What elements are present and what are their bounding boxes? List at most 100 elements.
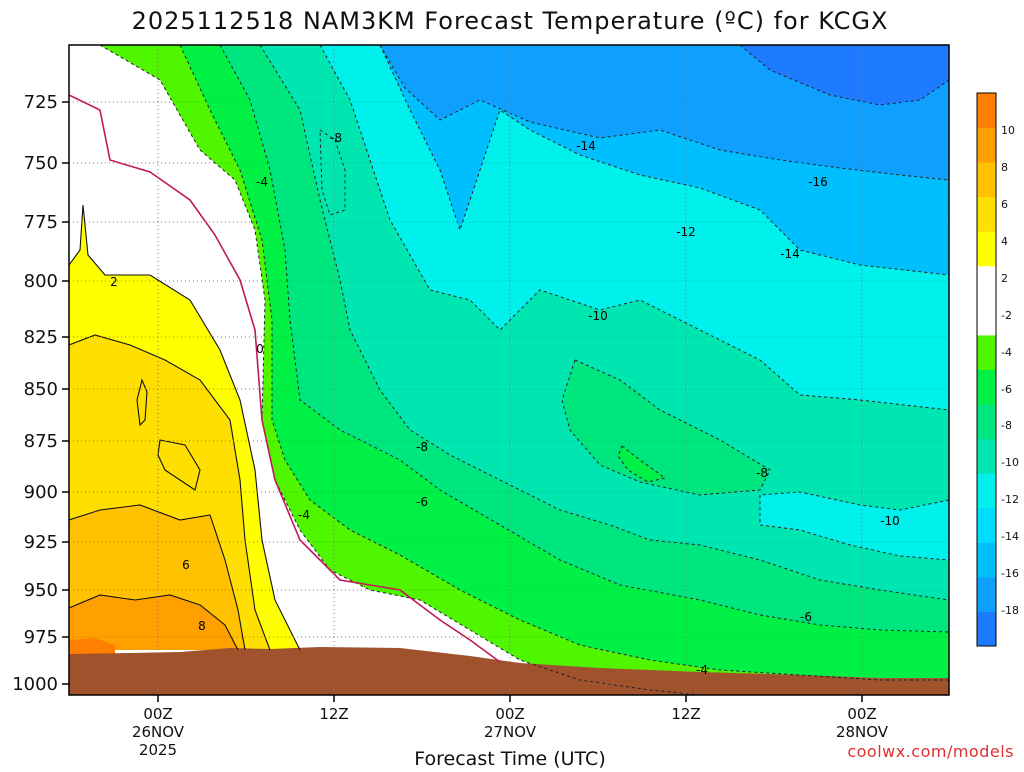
contour-line-minus-10: [259, 45, 949, 601]
colorbar-label: -8: [1001, 419, 1012, 432]
x-tick-year: 2025: [139, 741, 177, 759]
plot-frame: [68, 44, 950, 696]
y-tick-label: 900: [24, 482, 58, 503]
colorbar-swatch: [977, 334, 996, 370]
contour-line-minus-18: [739, 45, 949, 106]
colorbar-swatch: [977, 438, 996, 474]
y-tick-marks: [62, 101, 69, 685]
fill-minus-12-region: [320, 45, 949, 410]
colorbar-label: 10: [1001, 124, 1015, 137]
grid-lines: [69, 45, 949, 695]
filled-temperature-field: [69, 45, 949, 695]
colorbar-label: -14: [1001, 530, 1019, 543]
fill-minus-10-region: [260, 45, 949, 600]
x-tick-date: 28NOV: [836, 723, 889, 741]
colorbar-swatch: [977, 162, 996, 198]
colorbar-swatch: [977, 611, 996, 647]
colorbar-swatch: [977, 231, 996, 267]
contour-line-minus-8-tongue: [319, 129, 346, 216]
contour-label: -8: [416, 440, 428, 454]
fill-minus-6-pocket: [618, 446, 665, 482]
y-tick-label: 875: [24, 431, 58, 452]
contour-label: -4: [298, 508, 310, 522]
x-tick-date: 27NOV: [484, 723, 537, 741]
colorbar-swatch: [977, 127, 996, 163]
colorbar-swatch: [977, 93, 996, 129]
x-tick-label: 00Z: [847, 705, 876, 723]
contour-line-minus-4: [99, 45, 701, 695]
fill-minus-14-region: [380, 45, 949, 275]
x-axis: 00Z 26NOV 2025 12Z 00Z 27NOV 12Z 00Z 28N…: [132, 705, 889, 759]
contour-label: -16: [808, 175, 828, 189]
contour-label: -14: [576, 139, 596, 153]
contour-line-4-islet-2: [157, 439, 201, 491]
y-tick-label: 800: [24, 271, 58, 292]
colorbar-label: -18: [1001, 604, 1019, 617]
y-tick-label: 925: [24, 532, 58, 553]
colorbar-labels: 10 8 6 4 2 -2 -4 -6 -8 -10 -12 -14 -16 -…: [1001, 124, 1019, 617]
contour-label: -4: [256, 175, 268, 189]
colorbar: [977, 93, 996, 647]
y-tick-label: 825: [24, 327, 58, 348]
fill-minus-18-region: [740, 45, 949, 105]
fill-minus-10-patch: [760, 492, 949, 560]
contour-line-8: [69, 594, 239, 651]
credit-link[interactable]: coolwx.com/models: [847, 742, 1014, 761]
colorbar-swatch: [977, 507, 996, 543]
contour-line-4-islet: [136, 378, 148, 427]
colorbar-label: -12: [1001, 493, 1019, 506]
contour-label: -14: [780, 247, 800, 261]
colorbar-swatch: [977, 404, 996, 440]
contour-label: -6: [416, 495, 428, 509]
contour-line-4: [69, 334, 271, 651]
y-tick-label: 750: [24, 153, 58, 174]
contour-label: -10: [588, 309, 608, 323]
colorbar-swatch: [977, 576, 996, 612]
contour-line-minus-16: [379, 45, 949, 181]
colorbar-swatch: [977, 369, 996, 405]
y-tick-label: 850: [24, 379, 58, 400]
contour-label: -8: [330, 131, 342, 145]
contour-label: 6: [182, 558, 190, 572]
contour-line-minus-8: [219, 45, 949, 633]
y-tick-label: 775: [24, 212, 58, 233]
contour-line-2: [69, 204, 301, 651]
colorbar-swatch: [977, 542, 996, 578]
colorbar-label: -2: [1001, 309, 1012, 322]
x-tick-label: 00Z: [495, 705, 524, 723]
colorbar-frame: [976, 92, 997, 647]
colorbar-label: 2: [1001, 272, 1008, 285]
contour-line-minus-14: [379, 45, 949, 276]
colorbar-swatch: [977, 473, 996, 509]
contour-line-0: [69, 94, 501, 663]
fill-minus-4-band: [100, 45, 949, 695]
contour-label: -8: [756, 466, 768, 480]
colorbar-label: -4: [1001, 346, 1012, 359]
fill-minus-8-band: [220, 45, 949, 632]
x-tick-label: 12Z: [319, 705, 348, 723]
contour-label: -4: [696, 663, 708, 677]
x-tick-label: 00Z: [143, 705, 172, 723]
colorbar-swatch: [977, 196, 996, 232]
terrain-fill: [69, 647, 949, 695]
colorbar-label: 6: [1001, 198, 1008, 211]
colorbar-label: -10: [1001, 456, 1019, 469]
chart-title: 2025112518 NAM3KM Forecast Temperature (…: [132, 7, 889, 35]
contour-line-minus-12: [319, 45, 949, 411]
contour-label: -10: [880, 514, 900, 528]
colorbar-label: -16: [1001, 567, 1019, 580]
colorbar-label: 4: [1001, 235, 1008, 248]
y-tick-label: 1000: [12, 674, 58, 695]
colorbar-label: -6: [1001, 383, 1012, 396]
fill-8-to-10-region: [69, 595, 238, 650]
contour-labels: -14 -16 -8 -4 -12 -14 2 -10 0 -8 -8 -6 -…: [110, 131, 900, 677]
x-tick-date: 26NOV: [132, 723, 185, 741]
fill-10-plus-region: [69, 638, 115, 655]
colorbar-label: 8: [1001, 161, 1008, 174]
contour-label: -6: [800, 610, 812, 624]
colorbar-swatch: [977, 265, 996, 336]
fill-minus-8-pocket: [562, 360, 770, 495]
x-tick-label: 12Z: [671, 705, 700, 723]
